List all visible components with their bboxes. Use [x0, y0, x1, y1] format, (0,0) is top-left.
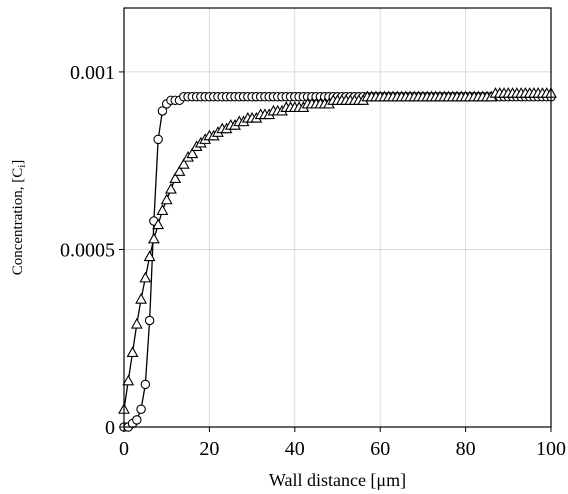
x-tick-label: 40	[285, 438, 305, 460]
circle-marker-point	[132, 415, 142, 425]
axis-ticks: 0 20 40 60 80 100 0 0.0005 0.001	[60, 62, 566, 460]
y-tick-label: 0.0005	[60, 239, 115, 261]
y-tick-label: 0.001	[70, 62, 115, 84]
x-tick-label: 20	[199, 438, 219, 460]
triangle-marker-point	[130, 317, 143, 329]
series-circle-curve	[124, 96, 551, 428]
y-axis-label-subscript: i	[16, 165, 28, 168]
triangle-marker-point	[186, 147, 199, 159]
series-triangle-curve	[123, 92, 551, 410]
circle-marker-point	[140, 379, 151, 390]
series-markers	[118, 87, 557, 432]
circle-marker-point	[153, 134, 163, 145]
triangle-marker-point	[135, 293, 148, 304]
x-axis-label: Wall distance [μm]	[269, 470, 406, 490]
x-tick-label: 100	[536, 438, 566, 460]
triangle-marker-point	[122, 374, 135, 386]
triangle-marker-point	[143, 250, 156, 262]
triangle-marker-point	[165, 182, 177, 194]
x-tick-label: 60	[370, 438, 390, 460]
triangle-marker-point	[147, 232, 160, 244]
plot-area-frame	[123, 7, 552, 428]
y-axis-label-main: Concentration, [C	[10, 168, 26, 275]
triangle-marker-point	[139, 271, 152, 283]
circle-marker-point	[136, 404, 146, 414]
triangle-marker-point	[177, 158, 190, 169]
y-tick-label: 0	[105, 417, 115, 439]
grid-lines	[124, 8, 551, 427]
circle-marker-point	[157, 106, 168, 116]
series-curves	[123, 92, 551, 428]
y-axis-label: Concentration, [Ci]	[10, 160, 28, 276]
y-axis-label-suffix: ]	[10, 160, 26, 165]
circle-marker-point	[144, 315, 155, 326]
triangle-marker-point	[156, 204, 169, 215]
triangle-marker-point	[152, 218, 165, 230]
triangle-marker-point	[126, 346, 139, 357]
triangle-marker-point	[160, 193, 173, 205]
triangle-marker-point	[173, 165, 186, 176]
x-tick-label: 80	[456, 438, 476, 460]
triangle-marker-point	[169, 172, 182, 183]
x-tick-label: 0	[119, 438, 129, 460]
